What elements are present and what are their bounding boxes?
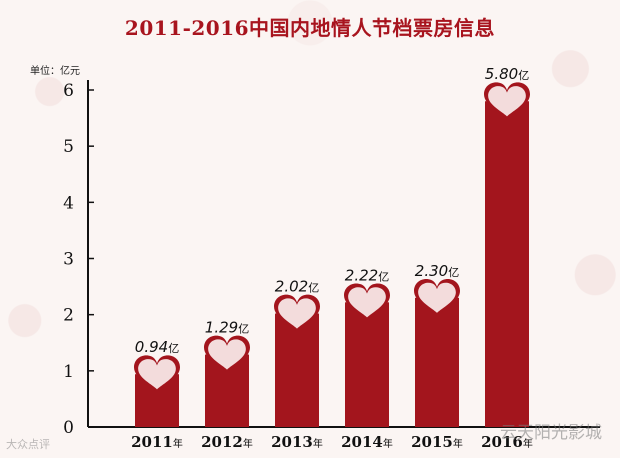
heart-icon (204, 335, 250, 373)
y-tick-label: 4 (63, 193, 74, 213)
y-tick-label: 3 (63, 250, 74, 270)
heart-icon (274, 294, 320, 332)
y-tick-label: 2 (63, 306, 74, 326)
bar-value-label: 5.80亿 (485, 65, 529, 83)
unit-label: 单位：亿元 (30, 66, 80, 77)
bar (415, 297, 459, 427)
x-tick-label: 2015年 (411, 433, 463, 451)
source-watermark: 大众点评 (6, 438, 50, 451)
heart-fill (208, 339, 246, 370)
heart-fill (348, 287, 386, 318)
heart-fill (138, 359, 176, 390)
heart-icon (484, 82, 530, 120)
brand-watermark: 云天阳光影城 (500, 423, 602, 443)
chart-title: 2011-2016中国内地情人节档票房信息 (124, 16, 496, 40)
heart-icon (134, 355, 180, 393)
x-tick-label: 2013年 (271, 433, 323, 451)
bar-value-label: 2.30亿 (415, 262, 459, 280)
heart-fill (278, 298, 316, 329)
y-tick-label: 1 (63, 362, 74, 382)
y-tick-label: 0 (63, 418, 74, 438)
bar-value-label: 2.22亿 (345, 266, 389, 284)
y-tick-label: 5 (63, 137, 74, 157)
heart-icon (414, 278, 460, 316)
heart-fill (488, 86, 526, 117)
x-tick-label: 2014年 (341, 433, 393, 451)
bar (345, 302, 389, 427)
y-tick-label: 6 (63, 81, 74, 101)
bar-value-label: 0.94亿 (135, 338, 179, 356)
bar (275, 313, 319, 427)
bar-value-label: 2.02亿 (275, 278, 319, 296)
x-tick-label: 2011年 (131, 433, 183, 451)
bar-value-label: 1.29亿 (205, 319, 249, 337)
bar (485, 101, 529, 427)
x-tick-label: 2012年 (201, 433, 253, 451)
heart-fill (418, 282, 456, 313)
heart-icon (344, 283, 390, 321)
x-tick-label: 2016年 (481, 433, 533, 451)
